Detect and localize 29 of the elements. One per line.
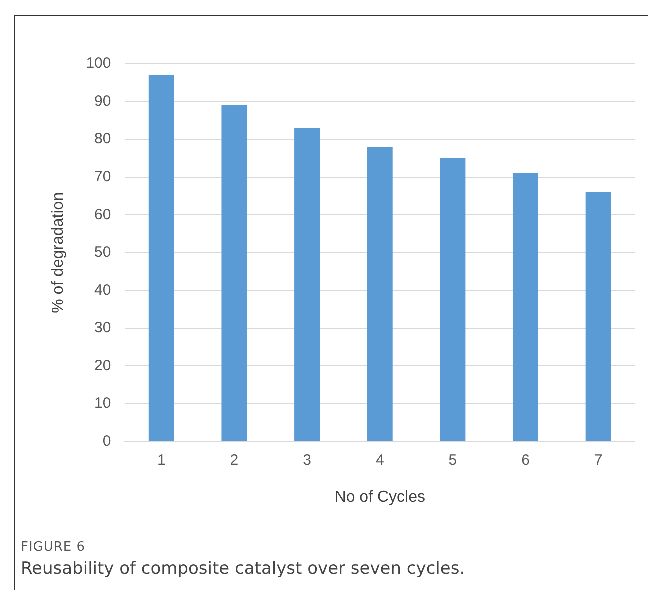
y-tick-label: 40 <box>94 282 112 299</box>
y-tick-label: 20 <box>94 357 112 374</box>
y-tick-label: 80 <box>94 130 112 148</box>
x-tick-label: 4 <box>376 452 384 469</box>
y-tick-label: 60 <box>94 206 112 224</box>
x-tick-label: 2 <box>230 452 239 469</box>
bar <box>367 147 393 442</box>
text: Reusability of composite catalyst over seven cycles. <box>21 559 466 579</box>
x-tick-label: 3 <box>303 452 312 469</box>
y-tick-label: 50 <box>94 244 112 262</box>
y-tick-label: 70 <box>94 168 112 186</box>
caption: FIGURE 6 <box>21 540 87 555</box>
y-tick-label: 30 <box>94 320 112 337</box>
y-tick-label: 100 <box>86 55 112 72</box>
x-tick-label: 7 <box>594 452 603 469</box>
bar <box>294 128 320 442</box>
x-axis-title: No of Cycles <box>334 488 426 506</box>
bar <box>148 75 174 442</box>
y-axis-title: % of degradation <box>50 192 68 314</box>
y-tick-label: 0 <box>102 432 112 450</box>
bar <box>586 192 612 442</box>
x-tick-label: 1 <box>157 452 166 469</box>
bar <box>222 106 248 442</box>
x-tick-label: 5 <box>448 452 458 469</box>
y-tick-label: 90 <box>94 92 112 110</box>
bar <box>440 158 466 442</box>
x-tick-label: 6 <box>522 452 530 469</box>
y-tick-label: 10 <box>94 395 112 412</box>
bar <box>513 174 539 442</box>
